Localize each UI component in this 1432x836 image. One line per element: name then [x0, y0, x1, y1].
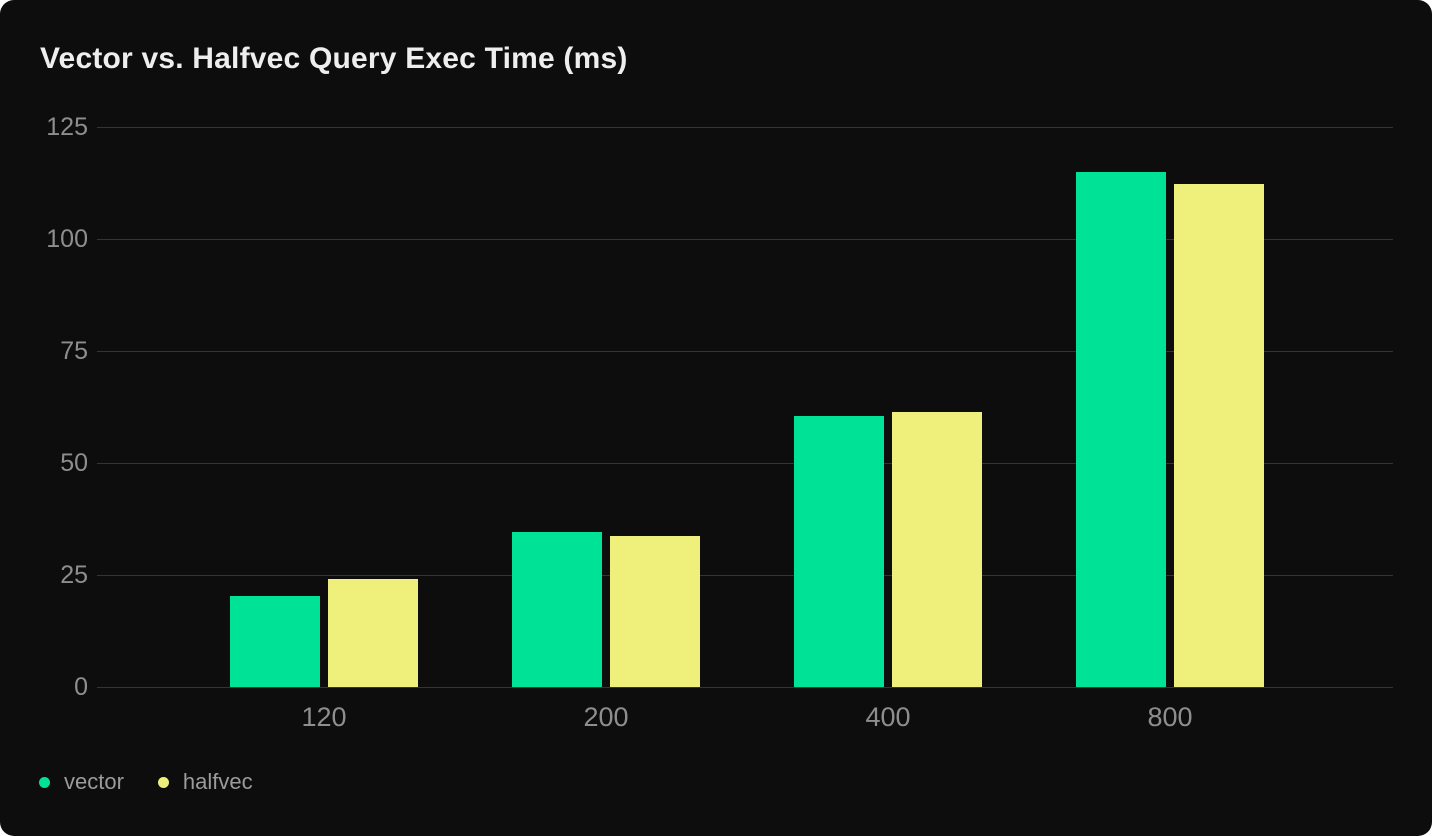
- bar-halfvec-120: [328, 579, 418, 687]
- x-tick-label-120: 120: [301, 702, 347, 732]
- y-tick-label-50: 50: [60, 449, 88, 477]
- gridline-y-100: [97, 238, 1393, 240]
- legend-item-halfvec[interactable]: halfvec: [157, 769, 253, 795]
- legend-label-halfvec: halfvec: [182, 769, 253, 794]
- y-tick-label-25: 25: [60, 561, 88, 589]
- y-tick-label-0: 0: [74, 673, 88, 701]
- bar-vector-120: [230, 596, 320, 687]
- x-tick-label-200: 200: [583, 702, 629, 732]
- bar-halfvec-800: [1174, 183, 1264, 687]
- bar-vector-800: [1076, 171, 1166, 687]
- legend-dot-halfvec: [157, 776, 169, 788]
- gridline-y-0: [97, 686, 1393, 688]
- x-tick-label-800: 800: [1147, 702, 1193, 732]
- y-tick-label-125: 125: [46, 113, 88, 141]
- legend-label-vector: vector: [64, 769, 124, 794]
- legend-item-vector[interactable]: vector: [39, 769, 124, 795]
- chart-title: Vector vs. Halfvec Query Exec Time (ms): [40, 42, 628, 75]
- gridline-y-75: [97, 350, 1393, 352]
- bar-halfvec-200: [610, 536, 700, 687]
- y-tick-label-100: 100: [46, 225, 88, 253]
- gridline-y-50: [97, 462, 1393, 464]
- gridline-y-125: [97, 126, 1393, 128]
- x-tick-label-400: 400: [865, 702, 911, 732]
- legend: vector halfvec: [39, 769, 253, 795]
- plot-area: [97, 126, 1393, 688]
- y-tick-label-75: 75: [60, 337, 88, 365]
- bar-halfvec-400: [892, 411, 982, 687]
- bar-vector-200: [512, 532, 602, 687]
- bar-vector-400: [794, 416, 884, 687]
- gridline-y-25: [97, 574, 1393, 576]
- legend-dot-vector: [39, 776, 50, 788]
